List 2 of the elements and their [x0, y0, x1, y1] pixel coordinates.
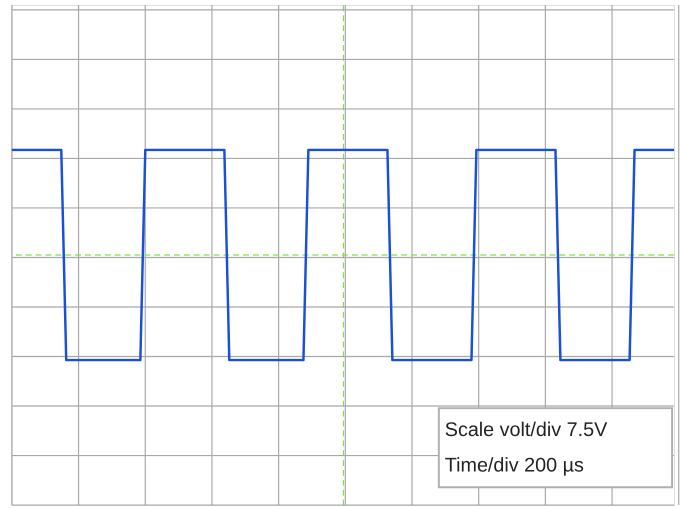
text: Time/div 200 µs — [444, 454, 584, 476]
text: Scale volt/div 7.5V — [444, 418, 608, 441]
